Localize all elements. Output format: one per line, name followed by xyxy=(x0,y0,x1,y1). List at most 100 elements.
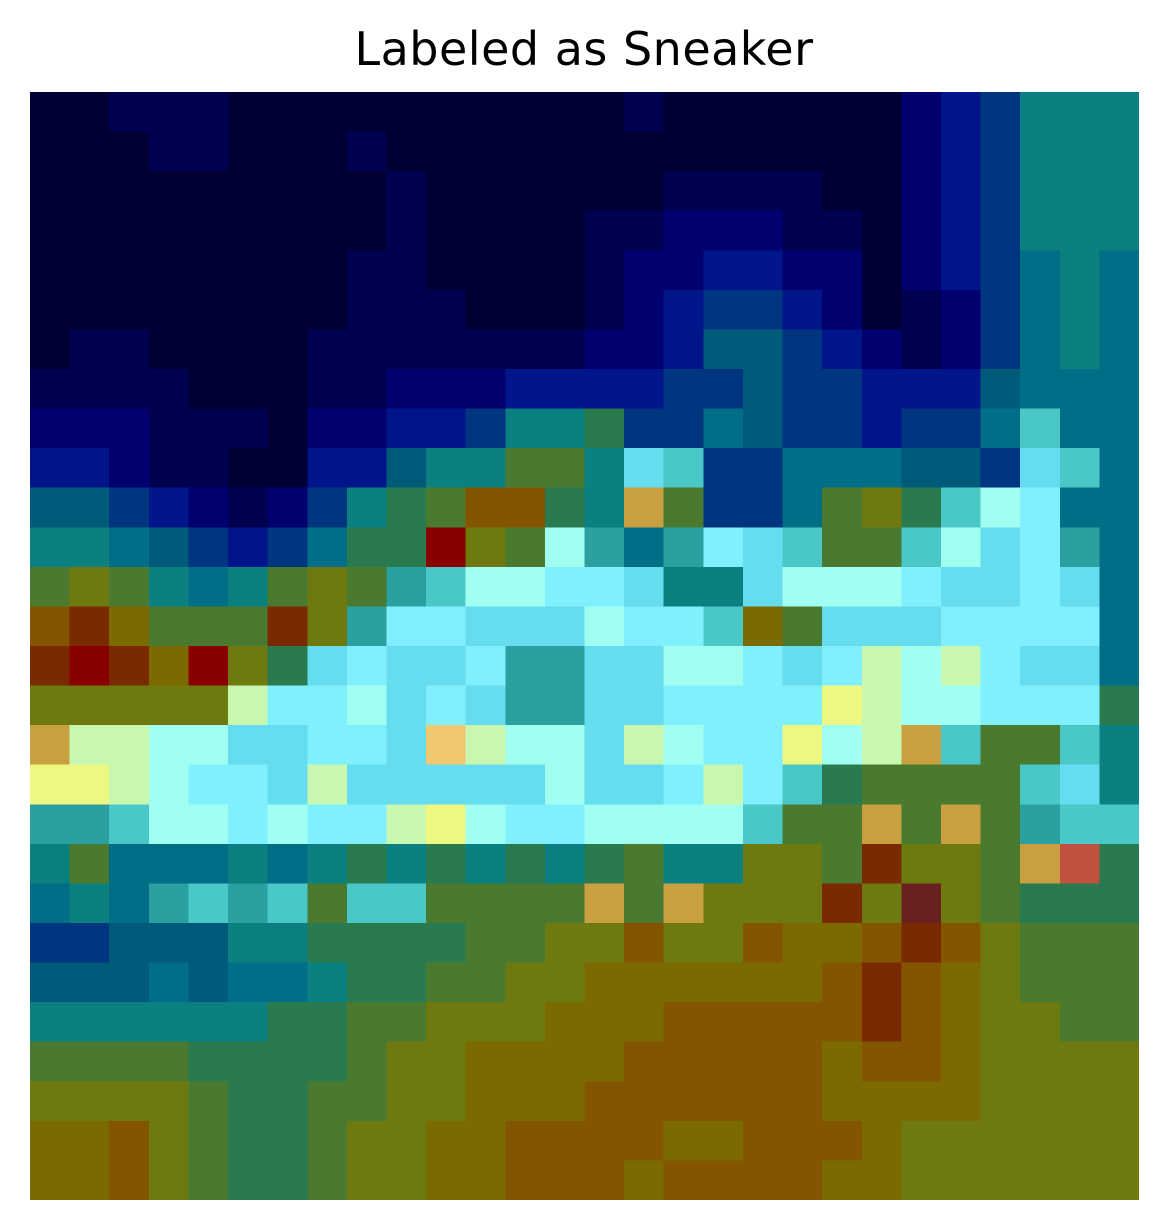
heatmap-cell xyxy=(861,843,902,885)
heatmap-cell xyxy=(386,764,427,805)
heatmap-cell xyxy=(267,527,308,568)
heatmap-cell xyxy=(188,527,229,568)
heatmap-cell xyxy=(505,1081,546,1122)
heatmap-cell xyxy=(584,1081,625,1122)
heatmap-cell xyxy=(624,408,665,449)
heatmap-cell xyxy=(1020,1160,1061,1200)
heatmap-cell xyxy=(1059,1002,1100,1043)
heatmap-cell xyxy=(940,1041,982,1082)
heatmap-cell xyxy=(544,566,586,608)
heatmap-cell xyxy=(109,923,150,964)
heatmap-cell xyxy=(822,804,863,845)
heatmap-cell xyxy=(1059,923,1100,964)
heatmap-cell xyxy=(822,1081,863,1122)
heatmap-cell xyxy=(267,725,308,766)
heatmap-cell xyxy=(1059,685,1100,726)
heatmap-cell xyxy=(386,804,427,845)
heatmap-cell xyxy=(188,566,229,608)
heatmap-cell xyxy=(1099,685,1139,726)
heatmap-cell xyxy=(307,369,348,410)
heatmap-cell xyxy=(742,92,784,133)
heatmap-cell xyxy=(940,923,982,964)
heatmap-cell xyxy=(1020,843,1061,885)
heatmap-cell xyxy=(30,1041,71,1082)
heatmap-cell xyxy=(426,566,467,608)
heatmap-cell xyxy=(782,883,823,924)
heatmap-cell xyxy=(1099,962,1139,1003)
heatmap-cell xyxy=(1059,843,1100,885)
heatmap-cell xyxy=(663,289,704,331)
heatmap-cell xyxy=(109,448,150,489)
heatmap-cell xyxy=(584,527,625,568)
heatmap-cell xyxy=(782,566,823,608)
heatmap-cell xyxy=(1020,764,1061,805)
heatmap-cell xyxy=(940,1002,982,1043)
heatmap-cell xyxy=(901,1002,942,1043)
heatmap-cell xyxy=(901,527,942,568)
heatmap-cell xyxy=(69,1081,110,1122)
heatmap-cell xyxy=(228,804,269,845)
heatmap-cell xyxy=(267,685,308,726)
heatmap-cell xyxy=(69,804,110,845)
heatmap-cell xyxy=(940,171,982,212)
heatmap-cell xyxy=(465,369,506,410)
heatmap-cell xyxy=(1059,764,1100,805)
heatmap-cell xyxy=(346,606,388,647)
heatmap-cell xyxy=(148,764,190,805)
heatmap-cell xyxy=(940,606,982,647)
heatmap-cell xyxy=(465,606,506,647)
heatmap-cell xyxy=(465,289,506,331)
heatmap-cell xyxy=(742,1160,784,1200)
heatmap-cell xyxy=(663,250,704,291)
heatmap-cell xyxy=(267,843,308,885)
heatmap-cell xyxy=(624,131,665,172)
heatmap-cell xyxy=(1099,566,1139,608)
heatmap-cell xyxy=(822,1002,863,1043)
heatmap-cell xyxy=(30,1081,71,1122)
heatmap-cell xyxy=(861,725,902,766)
heatmap-cell xyxy=(505,843,546,885)
heatmap-cell xyxy=(267,1120,308,1162)
heatmap-cell xyxy=(426,369,467,410)
heatmap-cell xyxy=(980,646,1021,687)
heatmap-cell xyxy=(742,527,784,568)
heatmap-cell xyxy=(426,685,467,726)
heatmap-cell xyxy=(980,1160,1021,1200)
heatmap-cell xyxy=(624,606,665,647)
heatmap-cell xyxy=(69,725,110,766)
heatmap-cell xyxy=(505,962,546,1003)
heatmap-cell xyxy=(940,685,982,726)
heatmap-cell xyxy=(544,1081,586,1122)
heatmap-cell xyxy=(980,606,1021,647)
heatmap-cell xyxy=(426,923,467,964)
heatmap-cell xyxy=(663,566,704,608)
heatmap-cell xyxy=(109,487,150,528)
heatmap-cell xyxy=(1059,804,1100,845)
heatmap-cell xyxy=(386,408,427,449)
heatmap-cell xyxy=(980,329,1021,370)
heatmap-cell xyxy=(1020,1041,1061,1082)
heatmap-cell xyxy=(663,92,704,133)
heatmap-cell xyxy=(307,250,348,291)
heatmap-cell xyxy=(386,962,427,1003)
heatmap-cell xyxy=(228,685,269,726)
heatmap-cell xyxy=(782,171,823,212)
heatmap-cell xyxy=(703,92,744,133)
heatmap-cell xyxy=(346,1041,388,1082)
heatmap-cell xyxy=(1020,725,1061,766)
heatmap-cell xyxy=(465,764,506,805)
heatmap-cell xyxy=(901,804,942,845)
heatmap-cell xyxy=(188,685,229,726)
heatmap-cell xyxy=(30,131,71,172)
heatmap-cell xyxy=(544,764,586,805)
heatmap-cell xyxy=(584,1160,625,1200)
heatmap-cell xyxy=(544,210,586,251)
heatmap-cell xyxy=(69,962,110,1003)
heatmap-cell xyxy=(544,725,586,766)
heatmap-cell xyxy=(1020,1120,1061,1162)
heatmap-cell xyxy=(861,606,902,647)
heatmap-cell xyxy=(782,962,823,1003)
heatmap-cell xyxy=(426,1160,467,1200)
heatmap-cell xyxy=(148,250,190,291)
heatmap-cell xyxy=(624,527,665,568)
